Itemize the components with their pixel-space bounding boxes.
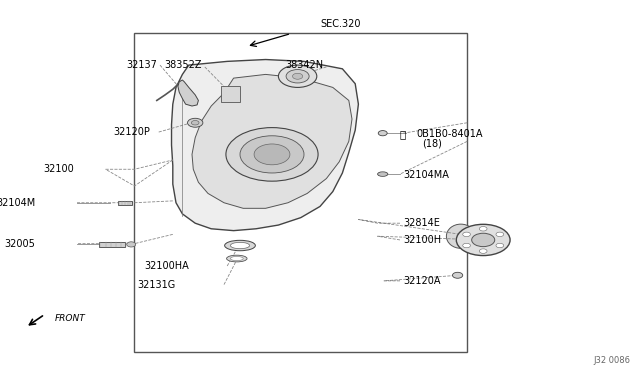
Text: 32120A: 32120A	[403, 276, 441, 286]
Text: 0B1B0-8401A: 0B1B0-8401A	[416, 129, 483, 139]
Circle shape	[496, 232, 504, 237]
Text: 32131G: 32131G	[138, 280, 176, 289]
Circle shape	[191, 121, 199, 125]
Text: 32814E: 32814E	[403, 218, 440, 228]
Polygon shape	[172, 60, 358, 231]
Text: 32104MA: 32104MA	[403, 170, 449, 180]
Text: 32100H: 32100H	[403, 235, 442, 245]
Circle shape	[378, 131, 387, 136]
Circle shape	[278, 65, 317, 87]
Text: 38352Z: 38352Z	[164, 60, 202, 70]
Polygon shape	[178, 80, 198, 106]
Text: 32100: 32100	[43, 164, 74, 174]
Text: FRONT: FRONT	[54, 314, 85, 323]
Text: SEC.320: SEC.320	[320, 19, 360, 29]
Text: 32137: 32137	[126, 60, 157, 70]
Ellipse shape	[127, 242, 136, 247]
Ellipse shape	[447, 224, 475, 248]
Text: 32120P: 32120P	[113, 127, 150, 137]
Text: 38342N: 38342N	[285, 60, 323, 70]
Circle shape	[496, 243, 504, 248]
Ellipse shape	[227, 255, 247, 262]
Text: 32005: 32005	[4, 239, 35, 248]
Text: 32104M: 32104M	[0, 198, 35, 208]
Circle shape	[240, 136, 304, 173]
Circle shape	[463, 243, 470, 248]
Circle shape	[479, 227, 487, 231]
Ellipse shape	[378, 172, 388, 176]
Bar	[118, 201, 132, 205]
Ellipse shape	[225, 240, 255, 251]
Ellipse shape	[230, 243, 250, 249]
Circle shape	[286, 70, 309, 83]
Circle shape	[456, 224, 510, 256]
Circle shape	[254, 144, 290, 165]
Circle shape	[292, 73, 303, 79]
Text: (18): (18)	[422, 138, 442, 148]
Circle shape	[479, 249, 487, 253]
Ellipse shape	[230, 256, 243, 260]
Circle shape	[188, 118, 203, 127]
Text: Ⓑ: Ⓑ	[400, 129, 406, 139]
Polygon shape	[192, 74, 352, 208]
Text: J32 0086: J32 0086	[593, 356, 630, 365]
Circle shape	[452, 272, 463, 278]
Circle shape	[472, 233, 495, 247]
Bar	[99, 242, 125, 247]
Circle shape	[463, 232, 470, 237]
Bar	[221, 86, 240, 102]
Circle shape	[226, 128, 318, 181]
Text: 32100HA: 32100HA	[144, 261, 189, 271]
Bar	[134, 33, 467, 352]
